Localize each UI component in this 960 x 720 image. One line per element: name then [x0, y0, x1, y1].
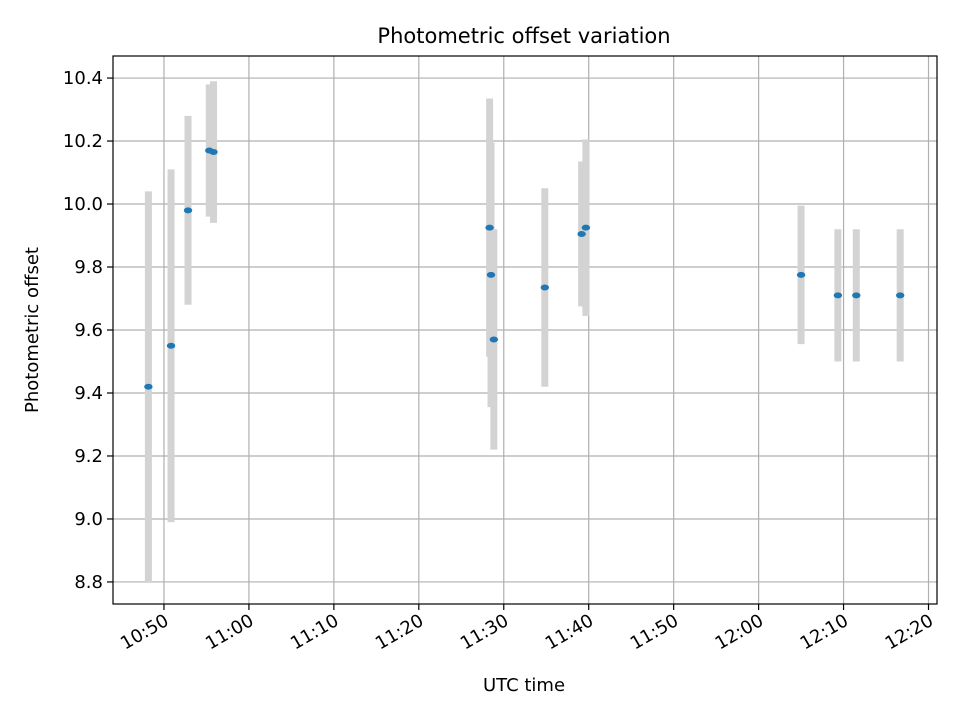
data-point	[581, 224, 591, 231]
y-tick-label: 9.4	[74, 383, 103, 404]
plot-frame	[112, 55, 938, 605]
y-tick-label: 8.8	[74, 572, 103, 593]
x-axis-label: UTC time	[483, 675, 565, 696]
y-tick-label: 9.0	[74, 509, 103, 530]
data-point	[796, 271, 806, 278]
data-point	[895, 292, 905, 299]
data-point	[485, 224, 494, 231]
data-point	[540, 284, 550, 291]
data-point	[166, 342, 176, 349]
data-points	[144, 147, 905, 390]
grid	[113, 56, 937, 604]
data-point	[183, 207, 193, 214]
y-tick-label: 9.2	[74, 446, 103, 467]
y-axis-label: Photometric offset	[22, 247, 43, 413]
data-point	[209, 149, 218, 156]
y-axis: 8.8 9.0 9.2 9.4 9.6 9.8 10.0 10.2 10.4	[63, 68, 113, 593]
data-point	[577, 230, 586, 237]
data-point	[486, 271, 496, 278]
data-point	[489, 336, 499, 343]
y-tick-label: 10.2	[63, 131, 103, 152]
y-tick-label: 10.4	[63, 68, 103, 89]
y-tick-label: 9.8	[74, 257, 103, 278]
y-tick-label: 10.0	[63, 194, 103, 215]
y-tick-label: 9.6	[74, 320, 103, 341]
chart-title: Photometric offset variation	[377, 24, 670, 48]
data-point	[852, 292, 861, 299]
data-point	[833, 292, 843, 299]
data-point	[144, 383, 153, 390]
